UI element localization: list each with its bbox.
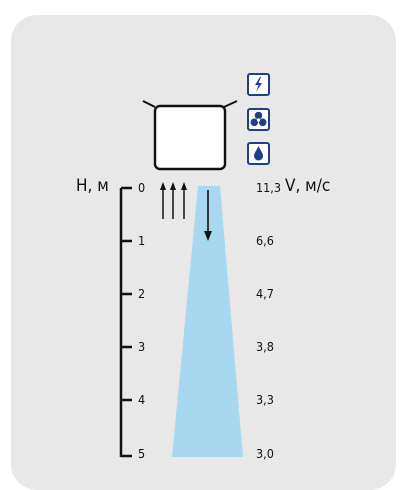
speed-value: 4,7: [256, 286, 274, 301]
fan-icon: [247, 108, 270, 131]
height-tick-label: 0: [138, 180, 146, 195]
speed-value: 6,6: [256, 233, 274, 248]
height-tick-label: 3: [138, 339, 146, 354]
water-drop-icon: [247, 142, 270, 165]
air-jet-cone: [172, 186, 243, 457]
speed-value: 3,8: [256, 339, 274, 354]
height-tick-label: 2: [138, 286, 146, 301]
speed-axis-title: V, м/с: [285, 176, 331, 196]
lightning-icon: [247, 73, 270, 96]
speed-value: 3,0: [256, 446, 274, 461]
speed-value: 3,3: [256, 392, 274, 407]
speed-value: 11,3: [256, 180, 282, 195]
height-tick-label: 5: [138, 446, 146, 461]
outflow-arrow: [204, 190, 212, 241]
height-axis-title: H, м: [76, 176, 109, 196]
unit-mount-right: [223, 100, 238, 108]
unit-mount-left: [142, 100, 156, 108]
intake-arrows: [160, 182, 187, 219]
heater-unit: [153, 104, 227, 171]
height-tick-label: 4: [138, 392, 146, 407]
height-tick-label: 1: [138, 233, 146, 248]
height-scale: [119, 186, 132, 458]
